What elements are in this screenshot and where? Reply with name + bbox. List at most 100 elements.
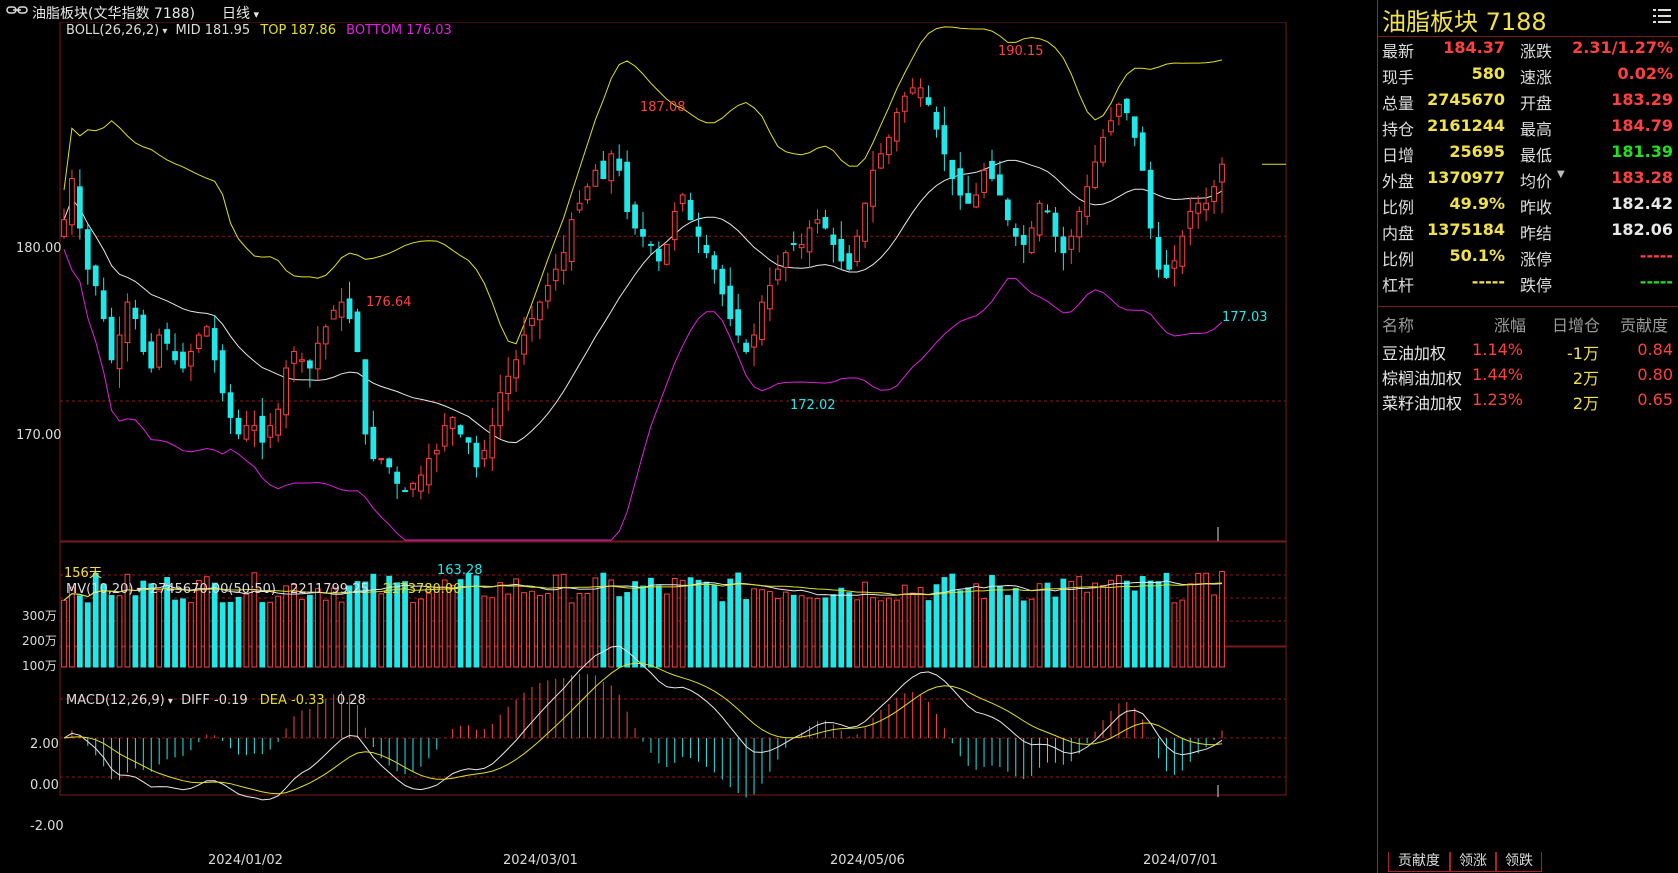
candle-body [1131,116,1138,138]
quote-value: ----- [1639,272,1673,291]
volume-bar [497,582,504,668]
volume-bar [283,585,289,668]
contrib-row-change[interactable]: 1.44% [1472,365,1523,384]
triangle-down-icon[interactable]: ▼ [1557,169,1565,180]
candle-body [1108,120,1114,133]
contrib-row-contrib[interactable]: 0.65 [1637,390,1673,409]
quote-key: 均价 [1520,172,1553,191]
quote-value: 183.28 [1611,168,1673,187]
volume-bar [1139,576,1146,668]
candle-body [838,238,845,262]
quote-row: 持仓 2161244 最高 184.79 [1378,116,1678,142]
volume-bar [719,601,726,668]
tab-leading-gainers[interactable]: 领涨 [1450,852,1496,872]
quote-value: 0.02% [1617,64,1673,83]
divider [1378,36,1678,37]
kline-chart-area[interactable]: BOLL(26,26,2) ▾ MID 181.95 TOP 187.86 BO… [0,22,1377,873]
contrib-row-oi[interactable]: 2万 [1572,394,1599,413]
candle-body [846,253,853,270]
volume-bar [156,590,163,668]
chart-title: 油脂板块(文华指数 7188) [32,6,196,22]
volume-bar [1028,598,1035,668]
quote-key: 最新 [1382,42,1415,61]
candle-body [655,248,662,262]
volume-bar [473,575,480,668]
contrib-header-name[interactable]: 名称 [1382,316,1415,335]
quote-row: 内盘 1375184 昨结 182.06 [1378,220,1678,246]
mv-ma10: 2211799.25 [290,582,369,597]
contrib-row-oi[interactable]: 2万 [1572,369,1599,388]
mv-label: MV(10,20) [66,582,134,597]
volume-bar [537,594,543,668]
candle-body [211,328,218,361]
volume-bar [132,595,139,668]
volume-bar [830,594,837,668]
candle-body [1211,186,1217,202]
candle-body [188,351,194,367]
candle-body [1004,199,1011,221]
quote-key: 跌停 [1520,276,1553,295]
candle-body [759,301,765,340]
boll-legend[interactable]: BOLL(26,26,2) ▾ MID 181.95 TOP 187.86 BO… [66,23,452,38]
contrib-header-change[interactable]: 涨幅 [1494,316,1527,335]
candle-body [743,342,749,353]
tab-leading-losers[interactable]: 领跌 [1496,852,1542,872]
candle-body [164,329,170,344]
contrib-row-contrib[interactable]: 0.84 [1637,340,1673,359]
contrib-header-oi[interactable]: 日增仓 [1552,316,1601,335]
low-annotation: 163.28 [437,563,483,578]
tab-contribution[interactable]: 贡献度 [1388,852,1450,872]
contrib-row-contrib[interactable]: 0.80 [1637,365,1673,384]
quote-value: 182.42 [1611,194,1673,213]
divider [1378,306,1678,307]
candle-body [108,316,115,361]
kline-chart-canvas[interactable] [0,22,1377,873]
volume-bar [100,583,107,668]
volume-bar [798,595,805,668]
volume-bar [695,579,702,668]
volume-bar [655,585,662,668]
candle-body [1020,235,1027,245]
volume-bar [1108,579,1114,668]
candle-body [132,307,139,320]
candle-body [981,169,987,193]
contrib-header-contrib[interactable]: 贡献度 [1620,316,1669,335]
list-menu-icon[interactable] [1653,8,1671,24]
volume-bar [616,596,623,668]
volume-bar [172,599,178,668]
volume-bar [711,584,718,668]
macd-dea-line [63,662,1223,795]
candle-body [648,243,654,246]
volume-bar [1004,594,1011,668]
quote-value: 184.79 [1611,116,1673,135]
candle-body [92,265,99,287]
quote-value: 25695 [1449,142,1505,161]
contrib-row-name[interactable]: 菜籽油加权 [1382,394,1463,413]
candle-body [1044,210,1051,213]
contrib-row-change[interactable]: 1.23% [1472,390,1523,409]
contrib-row-oi[interactable]: -1万 [1567,344,1599,363]
volume-bar [457,579,464,668]
candle-body [378,458,385,461]
volume-bar [505,593,512,668]
period-selector[interactable]: 日线 ▾ [222,3,259,23]
contrib-row-change[interactable]: 1.14% [1472,340,1523,359]
candle-body [441,425,448,447]
candle-body [560,252,567,271]
volume-bar [346,585,353,668]
candle-body [957,168,964,196]
volume-bar [925,600,932,668]
volume-bar [1076,576,1083,668]
candle-body [156,334,163,368]
macd-legend[interactable]: MACD(12,26,9) ▾ DIFF -0.19 DEA -0.33 0.2… [66,693,366,708]
candle-body [798,243,805,249]
contrib-row-name[interactable]: 棕榈油加权 [1382,369,1463,388]
volume-bar [314,588,321,668]
volume-bar [1092,582,1098,668]
contrib-row-name[interactable]: 豆油加权 [1382,344,1447,363]
candle-body [600,160,607,180]
chevron-down-icon: ▾ [133,585,142,596]
link-icon[interactable] [6,4,28,20]
quote-key: 外盘 [1382,172,1415,191]
mv-legend[interactable]: MV(10,20) ▾ 2745670.00(50:50) 2211799.25… [66,582,461,597]
